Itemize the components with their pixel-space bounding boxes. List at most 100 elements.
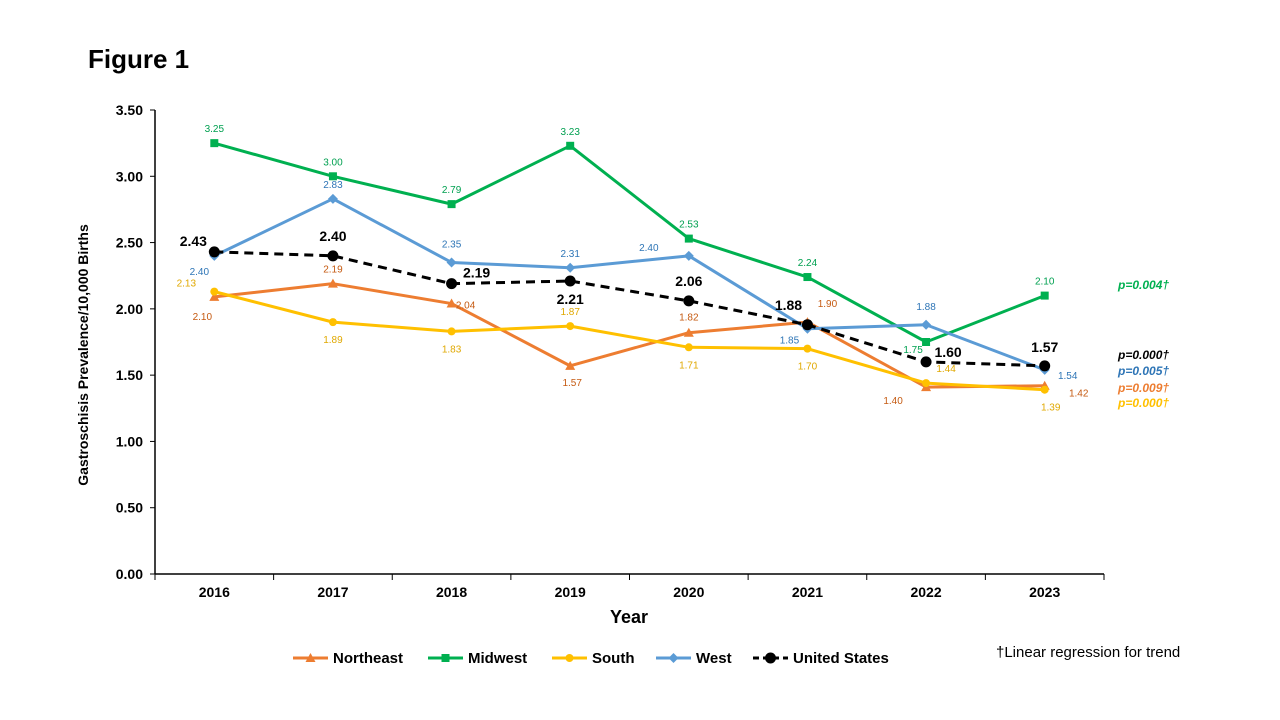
data-label-west: 2.31 bbox=[560, 249, 580, 260]
legend-item-midwest: Midwest bbox=[428, 650, 527, 667]
point-midwest bbox=[922, 338, 931, 346]
legend: Northeast Midwest South West United States bbox=[293, 650, 889, 667]
data-label-west: 2.35 bbox=[442, 239, 462, 250]
data-label-northeast: 1.40 bbox=[883, 396, 903, 407]
data-label-midwest: 3.23 bbox=[560, 127, 580, 138]
point-midwest bbox=[566, 141, 575, 150]
y-tick-label: 1.00 bbox=[116, 433, 143, 449]
data-label-united-states: 1.88 bbox=[775, 297, 802, 313]
figure-title: Figure 1 bbox=[88, 44, 190, 74]
point-midwest bbox=[447, 200, 456, 209]
point-united-states bbox=[446, 278, 458, 290]
point-united-states bbox=[1039, 360, 1051, 372]
data-label-midwest: 3.25 bbox=[205, 124, 225, 135]
data-label-south: 1.39 bbox=[1041, 403, 1061, 414]
data-label-south: 1.71 bbox=[679, 360, 699, 371]
legend-marker-northeast bbox=[305, 653, 316, 662]
legend-marker-west bbox=[668, 653, 679, 663]
p-value-west: p=0.005† bbox=[1117, 364, 1169, 378]
x-tick-label: 2017 bbox=[317, 584, 348, 600]
p-value-northeast: p=0.009† bbox=[1117, 381, 1169, 395]
point-south bbox=[1040, 385, 1049, 394]
legend-marker-united-states bbox=[765, 652, 776, 664]
data-label-midwest: 3.00 bbox=[323, 157, 343, 168]
point-midwest bbox=[684, 234, 693, 243]
data-label-northeast: 1.90 bbox=[818, 299, 838, 310]
y-tick-label: 0.50 bbox=[116, 500, 143, 516]
point-west bbox=[327, 193, 338, 204]
point-south bbox=[684, 343, 693, 352]
x-tick-label: 2016 bbox=[199, 584, 230, 600]
x-tick-label: 2020 bbox=[673, 584, 704, 600]
y-tick-label: 2.50 bbox=[116, 235, 143, 251]
data-label-south: 1.44 bbox=[936, 364, 956, 375]
x-tick-label: 2021 bbox=[792, 584, 823, 600]
data-label-northeast: 2.19 bbox=[323, 265, 343, 276]
data-label-united-states: 2.06 bbox=[675, 273, 702, 289]
point-northeast bbox=[683, 327, 694, 337]
point-midwest bbox=[210, 139, 219, 148]
point-south bbox=[210, 287, 219, 296]
data-label-west: 1.88 bbox=[916, 302, 936, 313]
data-label-midwest: 1.75 bbox=[903, 345, 923, 356]
series-line-midwest bbox=[213, 141, 1046, 344]
point-united-states bbox=[920, 356, 932, 368]
point-northeast bbox=[565, 360, 576, 370]
point-south bbox=[447, 327, 456, 336]
data-label-west: 1.54 bbox=[1058, 371, 1078, 382]
data-label-northeast: 2.10 bbox=[193, 312, 213, 323]
series-line-united-states bbox=[214, 250, 1045, 368]
data-labels-layer: 2.10 2.19 2.04 1.57 1.82 1.90 1.40 1.42 3.25 3.00… bbox=[177, 124, 1089, 414]
data-label-northeast: 1.42 bbox=[1069, 389, 1089, 400]
point-united-states bbox=[801, 319, 813, 331]
series-south bbox=[210, 287, 1049, 394]
point-northeast bbox=[209, 291, 220, 301]
chart-axes: 0.00 0.50 1.00 1.50 2.00 2.50 3.00 3.50 2016 2017… bbox=[116, 102, 1105, 600]
data-label-west: 2.40 bbox=[190, 267, 210, 278]
p-value-midwest: p=0.004† bbox=[1117, 278, 1169, 292]
point-united-states bbox=[208, 246, 220, 258]
data-label-south: 1.89 bbox=[323, 335, 343, 346]
point-midwest bbox=[1040, 291, 1049, 300]
point-united-states bbox=[564, 275, 576, 287]
p-value-united-states: p=0.000† bbox=[1117, 348, 1169, 362]
point-west bbox=[446, 257, 457, 268]
series-line-west bbox=[213, 197, 1046, 372]
point-west bbox=[565, 262, 576, 273]
p-values: p=0.009† p=0.004† p=0.000† p=0.005† p=0.000† bbox=[1117, 278, 1169, 410]
data-label-south: 2.13 bbox=[177, 279, 197, 290]
data-label-midwest: 2.10 bbox=[1035, 277, 1055, 288]
y-axis-title: Gastroschisis Prevalence/10,000 Births bbox=[75, 224, 91, 486]
point-midwest bbox=[328, 172, 337, 181]
legend-item-west: West bbox=[656, 650, 732, 667]
point-west bbox=[921, 319, 932, 330]
point-united-states bbox=[683, 295, 695, 307]
data-label-south: 1.87 bbox=[560, 307, 580, 318]
y-tick-label: 0.00 bbox=[116, 566, 143, 582]
legend-item-northeast: Northeast bbox=[293, 650, 403, 667]
data-label-south: 1.70 bbox=[798, 362, 818, 373]
data-label-united-states: 2.43 bbox=[180, 233, 207, 249]
data-label-west: 1.85 bbox=[780, 336, 800, 347]
x-tick-label: 2022 bbox=[910, 584, 941, 600]
y-tick-label: 1.50 bbox=[116, 367, 143, 383]
point-northeast bbox=[327, 278, 338, 288]
series-line-south bbox=[213, 290, 1045, 392]
data-label-northeast: 1.57 bbox=[562, 378, 582, 389]
legend-label-united-states: United States bbox=[793, 650, 889, 667]
y-tick-label: 3.00 bbox=[116, 168, 143, 184]
data-label-midwest: 2.53 bbox=[679, 220, 699, 231]
data-label-midwest: 2.24 bbox=[798, 258, 818, 269]
data-label-northeast: 2.04 bbox=[456, 301, 476, 312]
point-south bbox=[922, 379, 931, 388]
legend-marker-south bbox=[565, 654, 574, 662]
point-south bbox=[566, 322, 575, 331]
data-label-united-states: 2.21 bbox=[557, 291, 584, 307]
x-axis-title: Year bbox=[610, 607, 648, 627]
legend-label-northeast: Northeast bbox=[333, 650, 403, 667]
legend-item-south: South bbox=[552, 650, 635, 667]
point-west bbox=[683, 250, 694, 261]
legend-item-united-states: United States bbox=[753, 650, 889, 667]
point-midwest bbox=[803, 273, 812, 282]
